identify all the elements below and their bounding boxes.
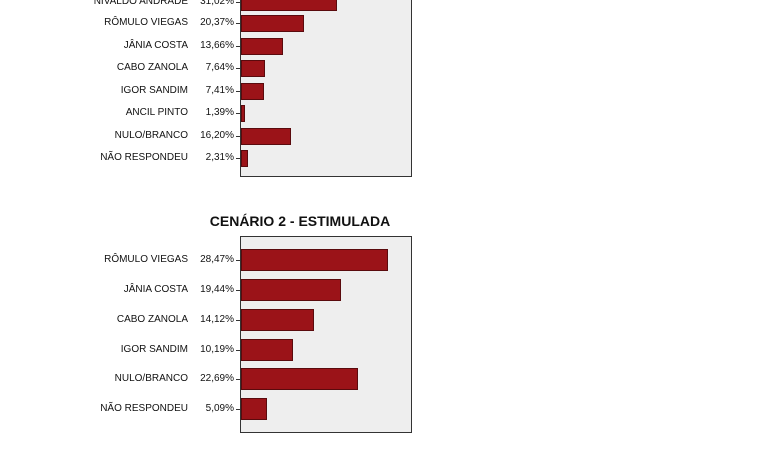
category-label: RÔMULO VIEGAS <box>104 254 188 265</box>
value-label: 22,69% <box>200 373 234 384</box>
axis-tick <box>236 2 240 3</box>
value-label: 14,12% <box>200 314 234 325</box>
value-label: 20,37% <box>200 17 234 28</box>
axis-tick <box>236 409 240 410</box>
value-label: 13,66% <box>200 40 234 51</box>
value-label: 28,47% <box>200 254 234 265</box>
category-label: NULO/BRANCO <box>114 373 188 384</box>
bar <box>241 398 267 420</box>
bar <box>241 104 245 122</box>
category-label: IGOR SANDIM <box>120 85 188 96</box>
chart-title: CENÁRIO 2 - ESTIMULADA <box>209 213 391 229</box>
category-label: NÃO RESPONDEU <box>100 152 188 163</box>
bar <box>241 339 293 361</box>
bar <box>241 59 265 77</box>
category-label: RÔMULO VIEGAS <box>104 17 188 28</box>
axis-tick <box>236 136 240 137</box>
category-label: CABO ZANOLA <box>116 62 188 73</box>
bar <box>241 127 291 145</box>
value-label: 1,39% <box>205 107 234 118</box>
category-label: JÂNIA COSTA <box>123 284 188 295</box>
axis-tick <box>236 350 240 351</box>
category-label: NIVALDO ANDRADE <box>93 0 188 7</box>
bar <box>241 249 388 271</box>
value-label: 7,41% <box>205 85 234 96</box>
value-label: 16,20% <box>200 130 234 141</box>
bar <box>241 149 248 167</box>
axis-tick <box>236 46 240 47</box>
category-label: CABO ZANOLA <box>116 314 188 325</box>
category-label: IGOR SANDIM <box>120 344 188 355</box>
value-label: 7,64% <box>205 62 234 73</box>
bar <box>241 37 283 55</box>
bar <box>241 309 314 331</box>
bar <box>241 279 341 301</box>
axis-tick <box>236 379 240 380</box>
value-label: 5,09% <box>205 403 234 414</box>
axis-tick <box>236 91 240 92</box>
value-label: 19,44% <box>200 284 234 295</box>
bar <box>241 14 304 32</box>
value-label: 31,02% <box>200 0 234 7</box>
category-label: ANCIL PINTO <box>125 107 188 118</box>
category-label: NULO/BRANCO <box>114 130 188 141</box>
category-label: NÃO RESPONDEU <box>100 403 188 414</box>
axis-tick <box>236 158 240 159</box>
axis-tick <box>236 320 240 321</box>
value-label: 10,19% <box>200 344 234 355</box>
value-label: 2,31% <box>205 152 234 163</box>
bar <box>241 0 337 11</box>
bar <box>241 368 358 390</box>
axis-tick <box>236 23 240 24</box>
category-label: JÂNIA COSTA <box>123 40 188 51</box>
axis-tick <box>236 290 240 291</box>
axis-tick <box>236 260 240 261</box>
bar <box>241 82 264 100</box>
axis-tick <box>236 113 240 114</box>
axis-tick <box>236 68 240 69</box>
